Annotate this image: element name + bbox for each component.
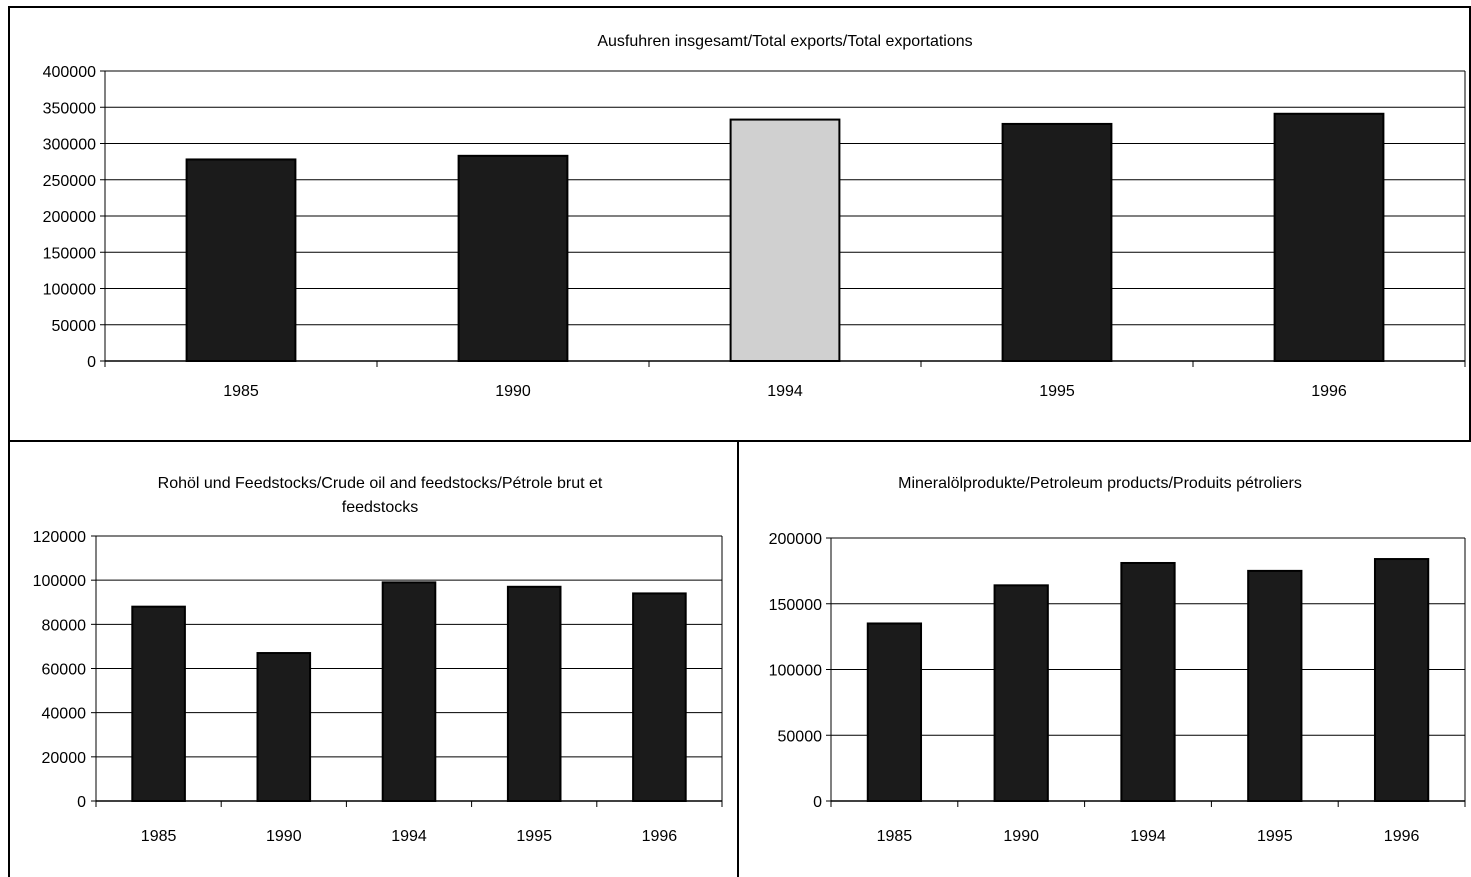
bar-products-1990: [993, 584, 1049, 803]
chart-title-line: Ausfuhren insgesamt/Total exports/Total …: [597, 33, 972, 50]
x-tick-label: 1985: [141, 828, 177, 845]
x-tick-label: 1996: [642, 828, 678, 845]
x-tick-label: 1985: [877, 828, 913, 845]
y-tick-label: 100000: [43, 282, 96, 299]
bar-total-1996: [1273, 112, 1385, 363]
top-panel-frame: [8, 6, 1471, 442]
y-tick-label: 50000: [778, 728, 823, 745]
x-tick-label: 1994: [1130, 828, 1166, 845]
y-tick-label: 250000: [43, 173, 96, 190]
y-tick-label: 150000: [43, 245, 96, 262]
y-tick-label: 0: [77, 794, 86, 811]
bar-products-1994: [1120, 561, 1176, 802]
x-tick-label: 1990: [495, 383, 531, 400]
bar-crude-1990: [256, 652, 312, 803]
bar-crude-1985: [131, 605, 186, 803]
x-tick-label: 1995: [1039, 383, 1075, 400]
y-tick-label: 300000: [43, 137, 96, 154]
bar-total-1995: [1001, 122, 1113, 362]
y-tick-label: 0: [87, 354, 96, 371]
bar-crude-1996: [632, 592, 687, 803]
x-tick-label: 1995: [516, 828, 552, 845]
y-tick-label: 20000: [42, 750, 87, 767]
x-tick-label: 1995: [1257, 828, 1293, 845]
chart-title-line: feedstocks: [342, 499, 418, 516]
y-tick-label: 100000: [33, 573, 86, 590]
y-tick-label: 120000: [33, 529, 86, 546]
y-tick-label: 40000: [42, 706, 87, 723]
y-tick-label: 0: [813, 794, 822, 811]
y-tick-label: 200000: [43, 209, 96, 226]
x-tick-label: 1990: [266, 828, 302, 845]
chart-total-exports: Ausfuhren insgesamt/Total exports/Total …: [43, 33, 1466, 400]
y-tick-label: 60000: [42, 662, 87, 679]
x-tick-label: 1996: [1384, 828, 1420, 845]
chart-crude-oil: Rohöl und Feedstocks/Crude oil and feeds…: [33, 475, 723, 845]
y-tick-label: 50000: [52, 318, 97, 335]
y-tick-label: 350000: [43, 100, 96, 117]
x-tick-label: 1985: [223, 383, 259, 400]
bar-crude-1995: [506, 585, 562, 803]
panel-frames: [8, 6, 1471, 877]
bar-crude-1994: [381, 581, 437, 802]
bar-products-1985: [866, 622, 923, 802]
x-tick-label: 1994: [767, 383, 803, 400]
chart-title-line: Mineralölprodukte/Petroleum products/Pro…: [898, 475, 1302, 492]
x-tick-label: 1994: [391, 828, 427, 845]
x-tick-label: 1990: [1003, 828, 1039, 845]
bar-products-1995: [1247, 569, 1303, 802]
y-tick-label: 400000: [43, 64, 96, 81]
bar-total-1985: [185, 158, 297, 362]
y-tick-label: 200000: [769, 531, 822, 548]
chart-petroleum-products: Mineralölprodukte/Petroleum products/Pro…: [769, 475, 1466, 845]
bar-total-1994: [729, 118, 841, 362]
bar-total-1990: [457, 154, 569, 362]
y-tick-label: 150000: [769, 597, 822, 614]
chart-title-line: Rohöl und Feedstocks/Crude oil and feeds…: [158, 475, 603, 492]
y-tick-label: 100000: [769, 663, 822, 680]
x-tick-label: 1996: [1311, 383, 1347, 400]
bar-products-1996: [1373, 558, 1430, 802]
y-tick-label: 80000: [42, 617, 87, 634]
